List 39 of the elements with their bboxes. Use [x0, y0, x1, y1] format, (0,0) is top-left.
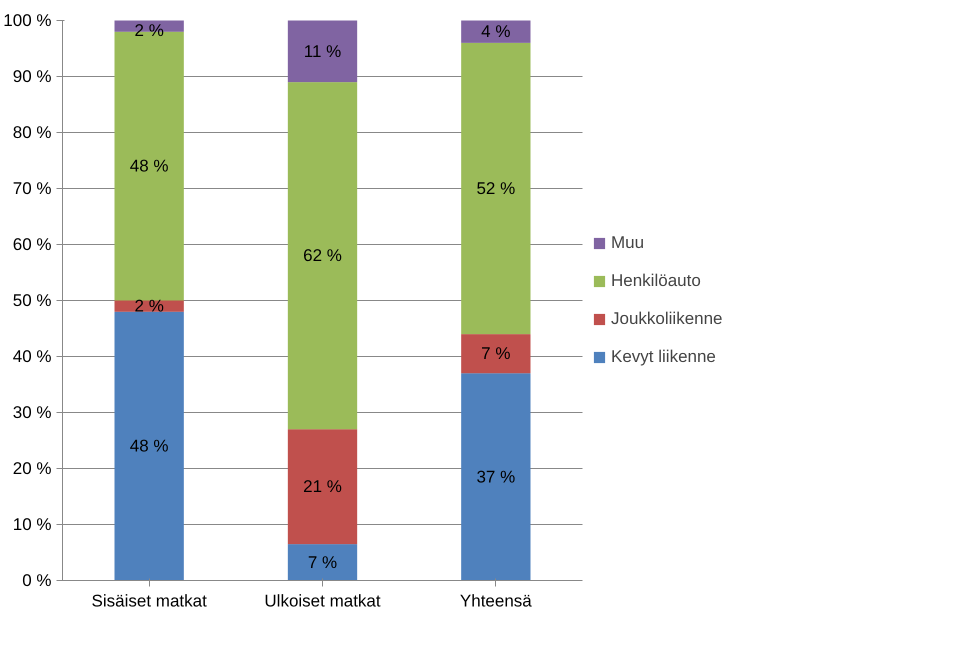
bar: [461, 20, 530, 43]
legend-label: Kevyt liikenne: [611, 347, 716, 367]
data-label: 4 %: [481, 22, 510, 42]
legend-label: Joukkoliikenne: [611, 309, 723, 329]
y-tick-label: 80 %: [12, 123, 52, 142]
bar: [288, 82, 358, 430]
bar: [461, 373, 530, 580]
y-tick-label: 50 %: [12, 291, 52, 310]
bar: [288, 544, 358, 580]
data-label: 7 %: [308, 552, 338, 572]
bar: [461, 42, 530, 334]
data-label: 48 %: [130, 436, 169, 456]
legend-label: Henkilöauto: [611, 271, 701, 291]
y-tick-label: 40 %: [12, 347, 52, 366]
x-tick-label: Yhteensä: [460, 592, 532, 610]
data-label: 2 %: [134, 21, 164, 40]
bar: [288, 429, 358, 544]
bar: [288, 20, 358, 82]
data-label: 48 %: [130, 156, 169, 176]
data-label: 11 %: [304, 42, 342, 61]
y-tick-label: 90 %: [12, 67, 52, 86]
data-label: 21 %: [303, 477, 342, 496]
y-tick-label: 100 %: [3, 11, 52, 30]
y-tick-label: 70 %: [12, 179, 52, 198]
y-tick-label: 0 %: [22, 571, 52, 590]
data-label: 52 %: [476, 179, 516, 198]
x-tick-label: Ulkoiset matkat: [264, 592, 381, 610]
x-tick-label: Sisäiset matkat: [92, 592, 208, 610]
data-label: 2 %: [134, 296, 164, 316]
legend-label: Muu: [611, 233, 644, 253]
bar: [114, 312, 184, 580]
y-tick-label: 60 %: [12, 235, 52, 254]
bar: [461, 334, 530, 374]
data-label: 37 %: [476, 467, 516, 486]
data-label: 7 %: [481, 344, 510, 364]
data-label: 62 %: [303, 246, 342, 266]
y-tick-label: 20 %: [12, 459, 52, 478]
y-tick-label: 10 %: [12, 515, 52, 534]
y-tick-label: 30 %: [12, 403, 52, 422]
